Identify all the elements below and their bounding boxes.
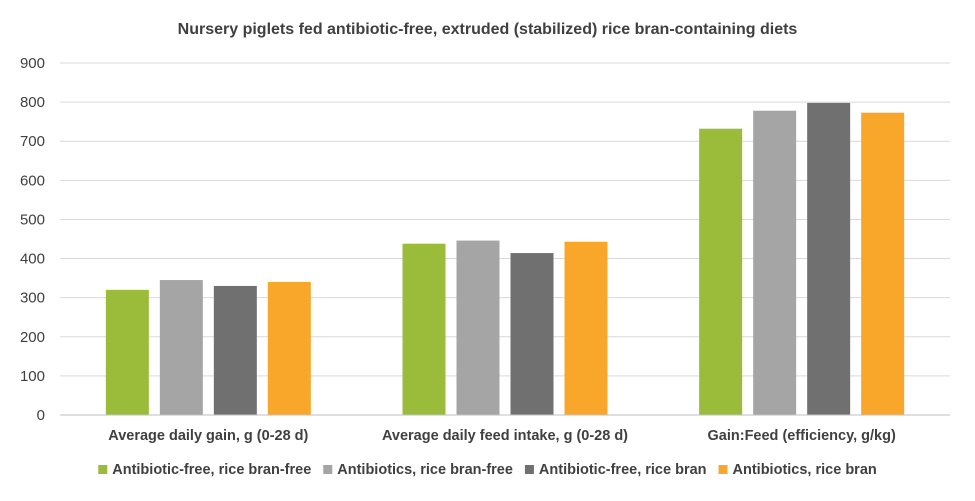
legend: Antibiotic-free, rice bran-free Antibioti… [98, 462, 877, 478]
y-tick-label: 900 [20, 55, 45, 72]
bar [699, 128, 743, 415]
chart-title: Nursery piglets fed antibiotic-free, ext… [178, 21, 798, 38]
bar [159, 280, 203, 415]
y-tick-label: 800 [20, 94, 45, 111]
category-label: Average daily feed intake, g (0-28 d) [382, 428, 628, 444]
y-tick-label: 200 [20, 329, 45, 346]
legend-swatch [323, 465, 333, 474]
legend-item: Antibiotic-free, rice bran-free [98, 462, 311, 478]
y-tick-label: 400 [20, 251, 45, 268]
bar [456, 240, 500, 415]
bar [510, 253, 554, 415]
legend-swatch [524, 465, 534, 474]
y-tick-label: 500 [20, 211, 45, 228]
y-tick-label: 100 [20, 368, 45, 385]
bar [861, 112, 905, 415]
y-axis-ticks: 0 100 200 300 400 500 600 700 800 900 [20, 55, 45, 424]
category-labels: Average daily gain, g (0-28 d) Average da… [108, 428, 896, 444]
y-tick-label: 300 [20, 290, 45, 307]
category-label: Average daily gain, g (0-28 d) [108, 428, 308, 444]
category-label: Gain:Feed (efficiency, g/kg) [708, 428, 896, 444]
bar [213, 285, 257, 415]
bar [753, 110, 797, 416]
legend-label: Antibiotic-free, rice bran-free [112, 462, 311, 478]
bar [807, 102, 851, 415]
legend-label: Antibiotic-free, rice bran [539, 462, 707, 478]
legend-swatch [98, 465, 108, 474]
bar [564, 241, 608, 415]
gridlines [60, 62, 950, 377]
bar [267, 282, 311, 415]
y-tick-label: 600 [20, 172, 45, 189]
bars [105, 102, 905, 416]
y-tick-label: 700 [20, 133, 45, 150]
y-tick-label: 0 [37, 407, 45, 424]
legend-item: Antibiotic-free, rice bran [524, 462, 707, 478]
bar [105, 289, 149, 415]
legend-item: Antibiotics, rice bran-free [323, 462, 513, 478]
legend-swatch [718, 465, 728, 474]
legend-label: Antibiotics, rice bran [733, 462, 877, 478]
legend-label: Antibiotics, rice bran-free [337, 462, 513, 478]
legend-item: Antibiotics, rice bran [718, 462, 877, 478]
bar [402, 243, 446, 415]
